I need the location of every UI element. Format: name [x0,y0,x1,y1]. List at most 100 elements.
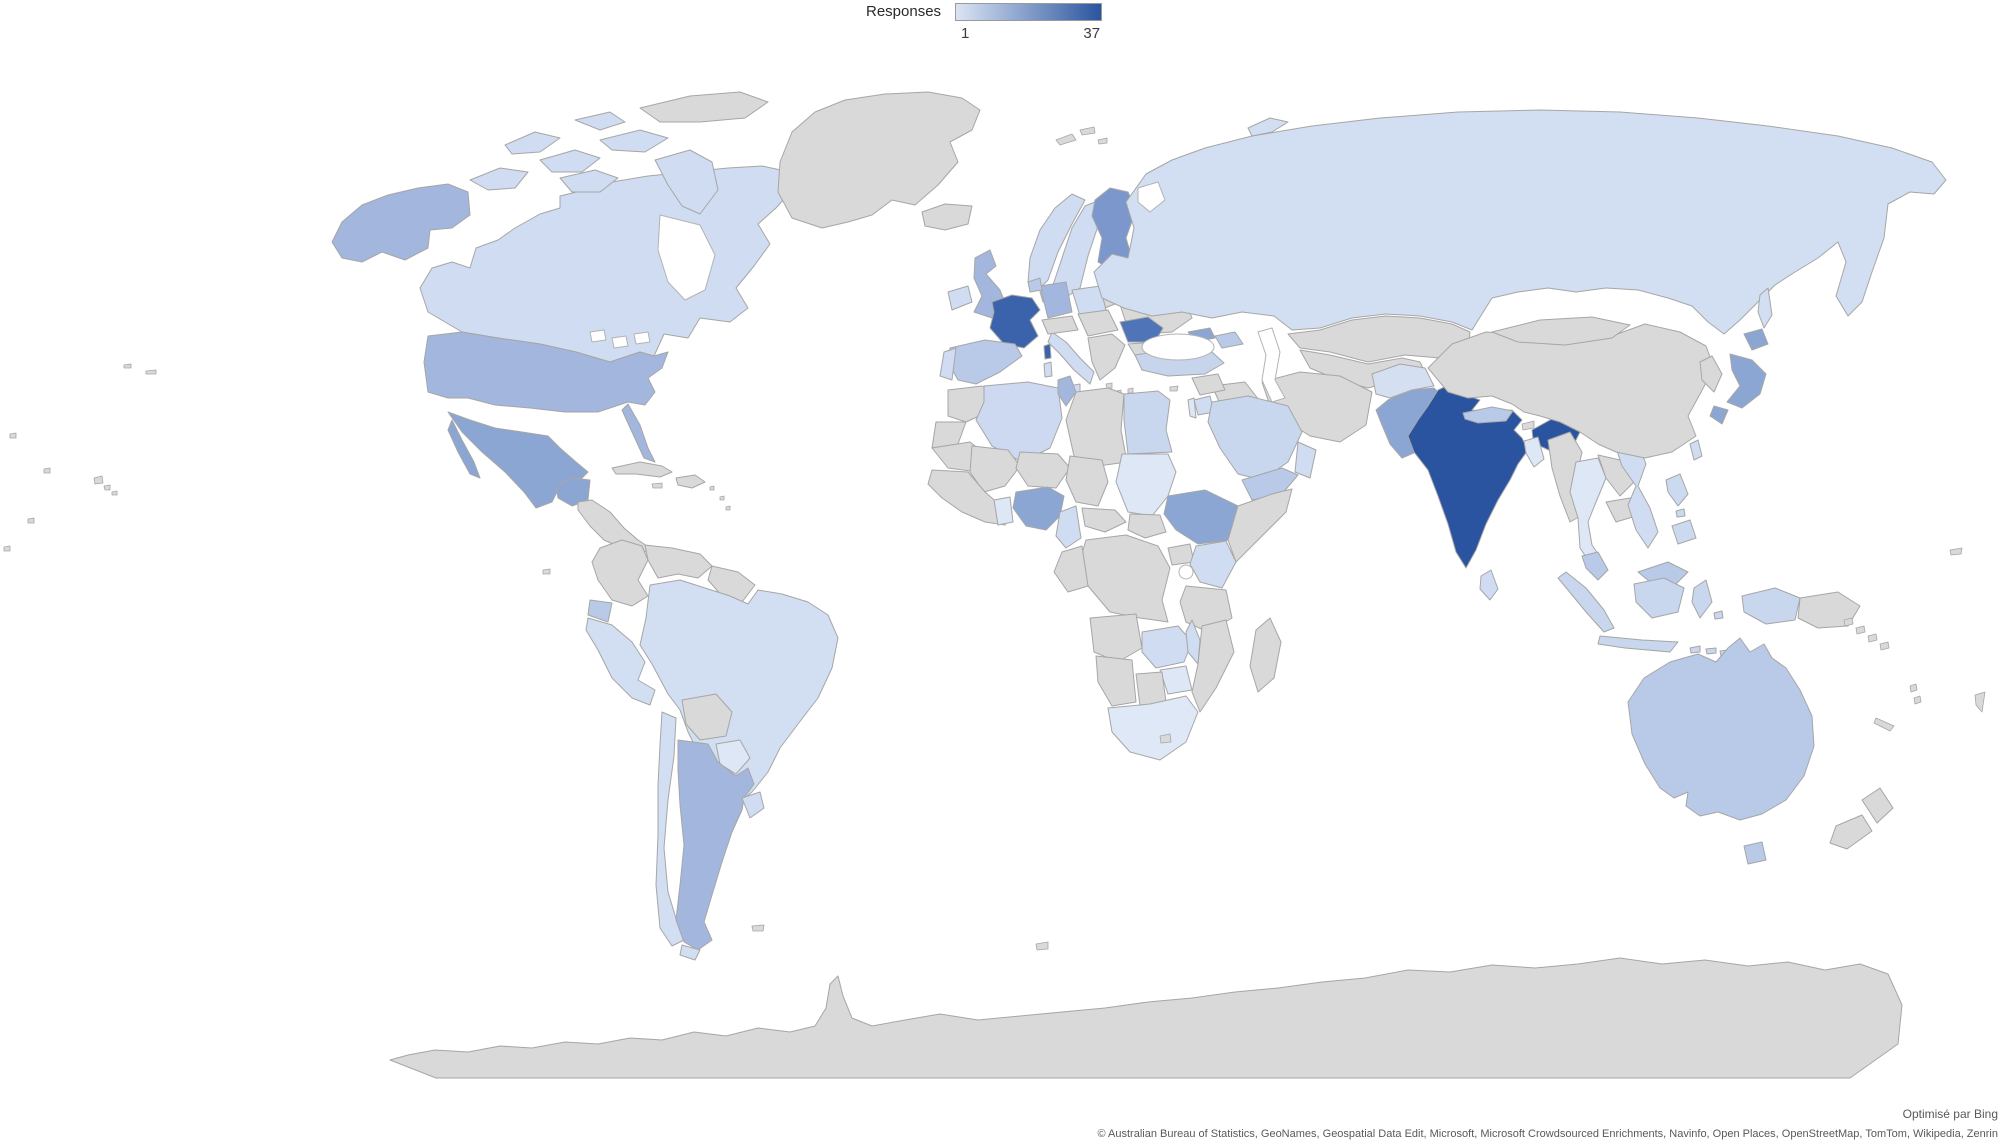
country-russia[interactable] [1093,109,1947,335]
country-south-sudan[interactable] [1127,513,1167,539]
country-malaysia-peninsular[interactable] [1581,551,1609,581]
country-west-africa[interactable] [927,469,1013,526]
country-papua-new-guinea[interactable] [1797,591,1861,629]
country-azerbaijan[interactable] [1214,331,1244,349]
country-bhutan[interactable] [1521,420,1535,431]
country-congo-gabon[interactable] [1053,545,1089,593]
country-cuba[interactable] [611,461,673,478]
country-brazil[interactable] [639,579,839,803]
country-yemen[interactable] [1241,467,1299,501]
country-norway[interactable] [1027,193,1086,291]
country-japan-hokkaido[interactable] [1743,328,1769,351]
country-tierra-del-fuego[interactable] [679,944,701,961]
country-spain[interactable] [947,339,1023,385]
country-malawi[interactable] [1185,619,1201,665]
country-bangladesh[interactable] [1523,436,1545,468]
country-france-corsica[interactable] [1043,343,1052,360]
country-india[interactable] [1407,381,1529,569]
country-chad[interactable] [1065,455,1109,507]
country-japan-kyushu[interactable] [1709,405,1729,425]
country-namibia[interactable] [1095,655,1137,707]
country-somalia[interactable] [1227,488,1293,563]
country-ireland[interactable] [947,285,973,311]
country-tunisia[interactable] [1057,375,1077,407]
country-japan-honshu[interactable] [1726,353,1767,409]
country-saudi-arabia[interactable] [1207,395,1303,481]
country-egypt[interactable] [1123,390,1173,455]
country-new-zealand-south[interactable] [1829,814,1873,850]
country-ghana[interactable] [993,496,1014,526]
country-australia-tasmania[interactable] [1743,841,1767,865]
country-portugal[interactable] [939,347,957,381]
country-indonesia-lesser-sunda[interactable] [1689,610,1730,657]
country-new-zealand-north[interactable] [1861,787,1894,824]
country-bolivia[interactable] [681,693,733,741]
country-indonesia-sumatra[interactable] [1557,571,1615,633]
country-united-states-florida[interactable] [621,403,656,463]
country-france[interactable] [989,294,1041,349]
country-israel[interactable] [1187,397,1197,419]
country-botswana[interactable] [1135,671,1167,707]
country-laos[interactable] [1597,454,1635,497]
country-switzerland-austria[interactable] [1041,315,1079,335]
country-mexico-baja[interactable] [447,419,481,479]
country-australia[interactable] [1627,637,1815,821]
country-ecuador[interactable] [587,599,613,623]
country-lesotho[interactable] [1159,733,1172,744]
country-philippines-mindanao[interactable] [1671,508,1697,545]
country-romania[interactable] [1119,316,1164,343]
country-libya[interactable] [1065,387,1128,467]
country-oman[interactable] [1294,441,1317,479]
country-nepal[interactable] [1462,406,1514,424]
country-czech-hungary[interactable] [1077,309,1119,337]
country-united-states[interactable] [423,331,669,413]
country-syria[interactable] [1191,373,1226,396]
country-canada-arctic-islands[interactable] [469,111,719,215]
country-indonesia-java[interactable] [1597,635,1679,653]
country-korea[interactable] [1699,355,1723,393]
country-sudan[interactable] [1115,453,1177,517]
country-taiwan[interactable] [1689,439,1703,461]
country-philippines-luzon[interactable] [1665,473,1689,507]
country-paraguay[interactable] [715,739,751,775]
country-kenya[interactable] [1189,540,1237,589]
country-madagascar[interactable] [1249,617,1282,693]
country-colombia[interactable] [591,539,649,607]
country-iceland[interactable] [921,203,973,231]
country-antarctica[interactable] [389,957,1903,1079]
country-cameroon[interactable] [1055,505,1082,549]
country-peru[interactable] [585,617,656,706]
country-zimbabwe[interactable] [1159,665,1193,695]
country-mexico-yucatan[interactable] [555,477,591,507]
country-germany[interactable] [1039,281,1073,319]
country-balkans[interactable] [1087,333,1126,381]
country-indonesia-kalimantan[interactable] [1633,577,1685,619]
country-mongolia[interactable] [1491,316,1631,346]
country-hispaniola[interactable] [675,474,706,489]
country-russia-novaya-zemlya[interactable] [1247,117,1289,137]
country-niger[interactable] [1015,451,1071,489]
country-south-africa[interactable] [1107,695,1199,761]
country-canada[interactable] [419,165,793,363]
country-uruguay[interactable] [741,791,765,819]
country-venezuela[interactable] [644,544,713,579]
country-afghanistan[interactable] [1371,363,1435,399]
country-italy[interactable] [1047,331,1095,385]
country-mozambique[interactable] [1191,619,1235,713]
country-alaska[interactable] [331,183,471,263]
country-russia-sakhalin[interactable] [1757,287,1773,329]
country-ellesmere[interactable] [639,91,769,123]
country-malaysia-borneo[interactable] [1637,561,1689,585]
country-angola[interactable] [1089,613,1143,663]
country-drc[interactable] [1079,534,1171,623]
country-mali[interactable] [969,445,1021,493]
country-nigeria[interactable] [1012,486,1065,531]
country-greenland[interactable] [777,91,981,229]
country-uganda[interactable] [1167,543,1195,566]
country-indonesia-sulawesi[interactable] [1691,579,1713,619]
country-argentina[interactable] [675,739,755,951]
country-vietnam[interactable] [1615,443,1659,549]
country-sri-lanka[interactable] [1479,569,1499,601]
country-indonesia-west-papua[interactable] [1741,587,1801,625]
country-netherlands[interactable] [1027,277,1043,293]
